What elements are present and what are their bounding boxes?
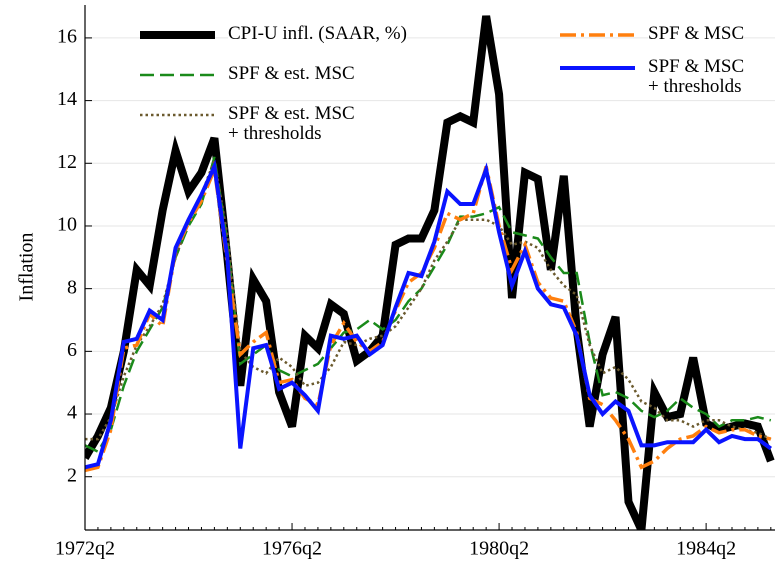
series-line <box>85 159 772 470</box>
y-tick-label: 12 <box>57 151 77 173</box>
y-tick-label: 2 <box>67 464 77 486</box>
y-tick-label: 6 <box>67 339 77 361</box>
y-tick-label: 16 <box>57 26 77 48</box>
legend-label: SPF & MSC + thresholds <box>648 56 745 97</box>
series-line <box>85 156 772 454</box>
y-axis-label: Inflation <box>16 233 38 302</box>
series-line <box>85 162 772 473</box>
y-tick-label: 14 <box>57 88 77 110</box>
series-line <box>85 155 772 441</box>
legend-label: SPF & MSC <box>648 23 745 44</box>
y-tick-label: 10 <box>57 214 77 236</box>
x-tick-label: 1984q2 <box>676 538 736 560</box>
x-tick-label: 1976q2 <box>262 538 322 560</box>
legend-label: SPF & est. MSC + thresholds <box>228 103 355 144</box>
legend-label: SPF & est. MSC <box>228 63 355 84</box>
x-tick-label: 1980q2 <box>469 538 529 560</box>
series-line <box>85 15 775 530</box>
legend-label: CPI-U infl. (SAAR, %) <box>228 23 407 44</box>
y-tick-label: 4 <box>67 402 77 424</box>
x-tick-label: 1972q2 <box>55 538 115 560</box>
y-tick-label: 8 <box>67 276 77 298</box>
